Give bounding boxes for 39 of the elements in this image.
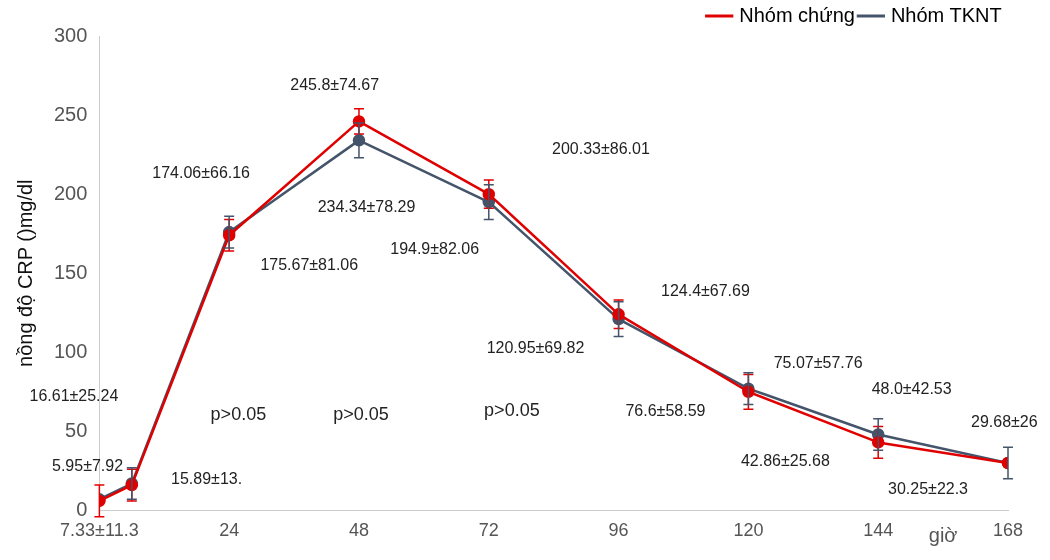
annotation: 120.95±69.82 (486, 338, 585, 356)
x-tick-label: 24 (219, 520, 240, 541)
x-tick-label: 72 (478, 520, 499, 541)
annotation: 234.34±78.29 (317, 198, 416, 216)
annotation: 200.33±86.01 (552, 139, 650, 157)
annotation: 174.06±66.16 (152, 163, 251, 181)
annotation: p>0.05 (210, 403, 267, 424)
y-tick-label: 300 (53, 23, 88, 46)
y-axis-title: nồng độ CRP ()mg/dl (13, 179, 36, 367)
annotation: p>0.05 (484, 400, 540, 421)
y-tick-label: 100 (53, 339, 88, 362)
y-tick-label: 0 (76, 497, 88, 520)
x-tick-label: 144 (863, 520, 894, 541)
annotation: 194.9±82.06 (390, 239, 480, 257)
annotation: 30.25±22.3 (888, 480, 969, 498)
annotation: p>0.05 (333, 403, 389, 424)
legend-label: Nhóm TKNT (890, 3, 1002, 26)
annotation: 5.95±7.92 (52, 457, 124, 475)
y-tick-label: 250 (53, 102, 88, 125)
annotation: 42.86±25.68 (740, 452, 830, 470)
y-tick-label: 150 (53, 260, 88, 283)
x-tick-label: 120 (733, 520, 764, 541)
annotation: 75.07±57.76 (773, 354, 863, 372)
annotation: 16.61±25.24 (29, 387, 119, 405)
x-tick-label: 168 (992, 520, 1024, 541)
x-axis-title: giờ (928, 523, 958, 546)
legend-label: Nhóm chứng (739, 3, 855, 26)
x-tick-label: 7.33±11.3 (60, 520, 139, 541)
annotation: 48.0±42.53 (871, 380, 952, 398)
annotation: 15.89±13. (171, 469, 243, 487)
annotation: 175.67±81.06 (260, 256, 359, 274)
x-tick-label: 96 (608, 520, 629, 541)
annotation: 245.8±74.67 (290, 75, 380, 93)
y-tick-label: 200 (53, 181, 88, 204)
annotation: 76.6±58.59 (625, 401, 706, 419)
annotation: 29.68±26 (971, 412, 1038, 430)
annotation: 124.4±67.69 (661, 281, 750, 299)
y-tick-label: 50 (65, 418, 88, 441)
x-tick-label: 48 (348, 520, 369, 541)
